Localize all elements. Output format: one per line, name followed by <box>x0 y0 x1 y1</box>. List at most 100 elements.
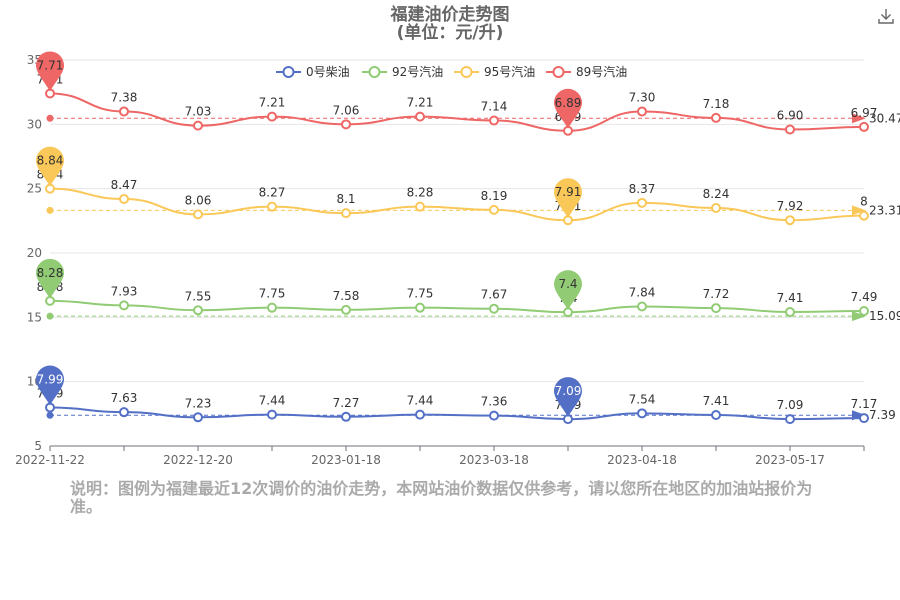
average-label: 30.47 <box>869 111 900 125</box>
data-point <box>785 215 795 226</box>
data-label: 7.18 <box>703 97 730 111</box>
data-point <box>637 197 647 208</box>
data-point <box>785 307 795 318</box>
chart-title: 福建油价走势图 <box>390 4 510 25</box>
data-point <box>119 407 129 418</box>
legend-item[interactable]: 89号汽油 <box>546 64 627 79</box>
data-label: 7.67 <box>481 288 508 302</box>
average-line-start <box>46 206 54 214</box>
average-line-arrow <box>852 410 866 421</box>
max-pin-label: 7.71 <box>37 58 64 72</box>
data-point <box>119 106 129 117</box>
data-point <box>785 414 795 425</box>
data-point <box>859 210 869 221</box>
data-point <box>267 409 277 420</box>
average-line-start <box>46 114 54 122</box>
legend-label: 95号汽油 <box>484 64 535 79</box>
data-point <box>859 121 869 132</box>
data-label: 7.41 <box>777 291 804 305</box>
data-label: 7.17 <box>851 397 878 411</box>
min-pin <box>554 270 582 311</box>
y-tick-label: 5 <box>34 439 42 453</box>
legend-item[interactable]: 0号柴油 <box>276 65 350 79</box>
data-point <box>859 306 869 317</box>
data-label: 8.06 <box>185 193 212 207</box>
y-tick-label: 30 <box>27 117 42 131</box>
average-line-arrow <box>852 113 866 124</box>
legend-item[interactable]: 95号汽油 <box>454 64 535 79</box>
x-tick-label: 2023-01-18 <box>311 453 381 467</box>
data-label: 7.44 <box>259 394 286 408</box>
min-pin-label: 6.89 <box>555 96 582 110</box>
data-label: 7.75 <box>407 287 434 301</box>
data-point <box>119 300 129 311</box>
data-point <box>415 201 425 212</box>
average-line-arrow <box>852 311 866 322</box>
min-pin <box>554 88 582 129</box>
data-label: 8.1 <box>336 192 355 206</box>
data-label: 8.28 <box>407 186 434 200</box>
data-label: 7.06 <box>333 103 360 117</box>
data-point <box>637 106 647 117</box>
min-pin-label: 7.09 <box>555 384 582 398</box>
data-label: 7.27 <box>333 396 360 410</box>
data-label: 7.93 <box>111 284 138 298</box>
min-pin-label: 7.4 <box>558 277 577 291</box>
download-icon[interactable] <box>876 6 896 26</box>
data-point <box>489 410 499 421</box>
legend-item[interactable]: 92号汽油 <box>362 64 443 79</box>
min-pin-label: 7.91 <box>555 185 582 199</box>
data-point <box>341 119 351 130</box>
chart-subtitle: (单位：元/升) <box>397 22 504 43</box>
data-label: 7.54 <box>629 392 656 406</box>
data-label: 8.47 <box>111 178 138 192</box>
data-point <box>415 302 425 313</box>
data-point <box>341 411 351 422</box>
data-point <box>859 413 869 424</box>
data-point <box>637 301 647 312</box>
data-label: 8.37 <box>629 182 656 196</box>
max-pin <box>36 258 64 299</box>
legend-symbol <box>282 66 295 78</box>
data-point <box>341 208 351 219</box>
data-point <box>267 302 277 313</box>
data-label: 7.63 <box>111 391 138 405</box>
data-point <box>119 193 129 204</box>
min-pin <box>554 377 582 418</box>
average-label: 7.39 <box>869 408 896 422</box>
data-point <box>637 408 647 419</box>
data-label: 7.55 <box>185 289 212 303</box>
data-label: 7.84 <box>629 286 656 300</box>
max-pin-label: 8.84 <box>37 154 64 168</box>
data-label: 7.36 <box>481 395 508 409</box>
min-pin <box>554 178 582 219</box>
max-pin <box>36 146 64 187</box>
legend-symbol <box>368 66 381 78</box>
data-point <box>415 409 425 420</box>
legend-label: 0号柴油 <box>306 65 350 79</box>
data-label: 8.27 <box>259 186 286 200</box>
data-point <box>415 111 425 122</box>
legend-label: 89号汽油 <box>576 64 627 79</box>
data-point <box>193 209 203 220</box>
data-label: 7.92 <box>777 199 804 213</box>
average-line-start <box>46 312 54 320</box>
series-line <box>49 406 865 421</box>
average-line-arrow <box>852 205 866 216</box>
data-label: 7.23 <box>185 396 212 410</box>
data-label: 7.03 <box>185 105 212 119</box>
data-label: 7.21 <box>407 96 434 110</box>
max-pin-label: 7.99 <box>37 373 64 387</box>
x-tick-label: 2022-11-22 <box>15 453 85 467</box>
chart-note: 说明：图例为福建最近12次调价的油价走势，本网站油价数据仅供参考，请以您所在地区… <box>70 479 813 516</box>
series-line <box>49 187 865 222</box>
max-pin <box>36 51 64 92</box>
data-label: 7.09 <box>777 398 804 412</box>
data-label: 7.75 <box>259 287 286 301</box>
data-label: 8.19 <box>481 189 508 203</box>
data-label: 7.72 <box>703 287 730 301</box>
data-point <box>193 412 203 423</box>
series-line <box>49 299 865 314</box>
x-tick-label: 2023-05-17 <box>755 453 825 467</box>
